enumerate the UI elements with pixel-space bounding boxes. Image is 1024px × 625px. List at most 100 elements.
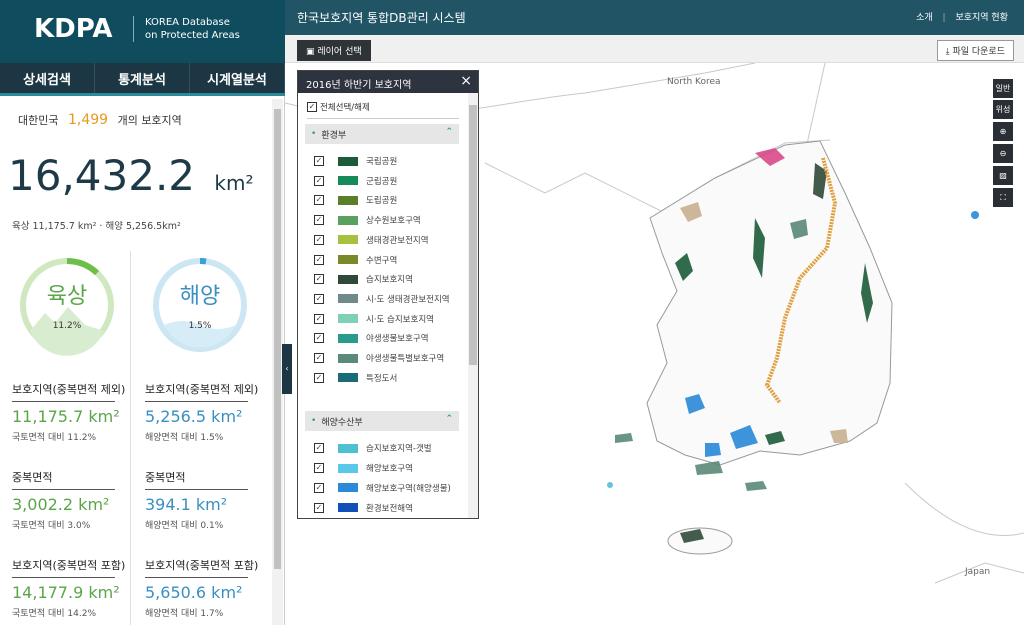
checkbox[interactable]: ✓ <box>314 175 324 186</box>
checkbox[interactable]: ✓ <box>314 195 324 206</box>
button-label: 레이어 선택 <box>317 47 362 57</box>
count-suffix: 개의 보호지역 <box>117 114 182 127</box>
map-type-button[interactable]: 위성 <box>993 100 1013 119</box>
nav-link[interactable]: 소개 <box>916 13 933 23</box>
zoom-out[interactable]: ⊖ <box>993 144 1013 163</box>
checkbox[interactable]: ✓ <box>314 482 324 493</box>
checkbox[interactable]: ✓ <box>314 443 324 454</box>
layer-item[interactable]: ✓ 시·도 습지보호지역 <box>314 313 434 325</box>
checkbox[interactable]: ✓ <box>314 313 324 324</box>
checkbox[interactable]: ✓ <box>314 353 324 363</box>
stat-note: 국토면적 대비 14.2% <box>12 609 96 619</box>
checkbox[interactable]: ✓ <box>314 234 324 245</box>
checkbox[interactable]: ✓ <box>314 333 324 344</box>
tab[interactable]: 상세검색 <box>0 63 95 93</box>
checkbox[interactable]: ✓ <box>314 372 324 383</box>
layer-item[interactable]: ✓ 해양보호구역(해양생물) <box>314 482 451 494</box>
checkbox[interactable]: ✓ <box>314 215 324 226</box>
layer-item[interactable]: ✓ 해양보호구역 <box>314 462 413 474</box>
download-button[interactable]: ⤓ 파일 다운로드 <box>936 40 1014 61</box>
stat-value: 11,175.7 km² <box>12 407 120 426</box>
layer-label: 생태경관보전지역 <box>366 235 429 246</box>
legend-swatch <box>338 176 358 186</box>
legend-swatch <box>338 503 358 512</box>
layer-item[interactable]: ✓ 환경보전해역 <box>314 502 413 514</box>
group-header[interactable]: • 해양수산부 ⌃ <box>305 411 459 432</box>
unit: km² <box>214 171 254 195</box>
toolbar: ▣ 레이어 선택 ⤓ 파일 다운로드 <box>285 35 1024 63</box>
group-name: 해양수산부 <box>321 417 363 428</box>
layer-label: 야생생물특별보호구역 <box>366 354 445 364</box>
gauge-label: 육상 <box>47 284 87 309</box>
stat-title: 보호지역(중복면적 제외) <box>145 381 258 402</box>
layer-label: 국립공원 <box>366 157 398 167</box>
fullscreen-button[interactable]: ⛶ <box>993 188 1013 207</box>
panel-header: 2016년 하반기 보호지역 × <box>298 71 478 93</box>
layer-item[interactable]: ✓ 도립공원 <box>314 194 397 206</box>
stat-block: 보호지역(중복면적 포함) 14,177.9 km² 국토면적 대비 14.2% <box>12 557 125 619</box>
summary-panel: 대한민국 1,499 개의 보호지역 16,432.2 km² 육상 11,17… <box>0 99 272 625</box>
unit: km² <box>195 495 228 514</box>
legend-swatch <box>338 373 358 383</box>
checkbox[interactable]: ✓ <box>314 502 324 513</box>
legend-swatch <box>338 255 358 264</box>
sidebar-toggle[interactable]: ‹ <box>282 344 292 394</box>
stat-note: 해양면적 대비 1.5% <box>145 433 224 443</box>
layer-label: 해양보호구역 <box>366 464 413 475</box>
stat-block: 보호지역(중복면적 제외) 11,175.7 km² 국토면적 대비 11.2% <box>12 381 125 443</box>
checkbox[interactable]: ✓ <box>314 293 324 304</box>
checkbox[interactable]: ✓ <box>314 254 324 265</box>
stat-title: 중복면적 <box>145 469 248 490</box>
value: 5,256.5 <box>145 407 207 426</box>
unit: km² <box>211 583 243 602</box>
layer-item[interactable]: ✓ 국립공원 <box>314 155 397 167</box>
layer-item[interactable]: ✓ 군립공원 <box>314 175 397 187</box>
image-button[interactable]: ▨ <box>993 166 1013 185</box>
layer-button[interactable]: ▣ 레이어 선택 <box>297 40 371 61</box>
layer-item[interactable]: ✓ 시·도 생태경관보전지역 <box>314 293 450 305</box>
stat-title: 보호지역(중복면적 포함) <box>12 557 125 578</box>
layer-panel: 2016년 하반기 보호지역 × ✓ 전체선택/해제 • 환경부 ⌃ ✓ 국립공원 ✓ 군립공원… <box>297 70 479 519</box>
total-area: 16,432.2 <box>8 151 196 200</box>
layer-item[interactable]: ✓ 습지보호지역-갯벌 <box>314 442 432 454</box>
zoom-in[interactable]: ⊕ <box>993 122 1013 141</box>
value: 5,650.6 <box>145 583 207 602</box>
map[interactable]: North Korea Japan <box>285 63 1024 625</box>
checkbox[interactable]: ✓ <box>314 274 324 285</box>
stat-title: 보호지역(중복면적 포함) <box>145 557 258 578</box>
panel-title: 2016년 하반기 보호지역 <box>306 80 412 91</box>
stat-value: 5,256.5 km² <box>145 407 248 426</box>
map-label: North Korea <box>667 77 721 87</box>
stat-block: 보호지역(중복면적 포함) 5,650.6 km² 해양면적 대비 1.7% <box>145 557 258 619</box>
map-type-button[interactable]: 일반 <box>993 79 1013 98</box>
tab[interactable]: 시계열분석 <box>190 63 285 93</box>
group-name: 환경부 <box>321 130 347 141</box>
unit: km² <box>88 407 120 426</box>
tab[interactable]: 통계분석 <box>95 63 190 93</box>
area-count: 1,499 <box>67 112 109 128</box>
close-button[interactable]: × <box>460 73 472 89</box>
layer-item[interactable]: ✓ 특정도서 <box>314 372 397 384</box>
nav-link[interactable]: 보호지역 현황 <box>955 13 1008 23</box>
layer-item[interactable]: ✓ 야생생물보호구역 <box>314 332 429 344</box>
unit: km² <box>211 407 243 426</box>
layer-item[interactable]: ✓ 생태경관보전지역 <box>314 234 429 246</box>
stat-value: 5,650.6 km² <box>145 583 248 602</box>
country: 대한민국 <box>18 114 59 127</box>
layer-item[interactable]: ✓ 습지보호지역 <box>314 273 413 285</box>
group-header[interactable]: • 환경부 ⌃ <box>305 124 459 144</box>
stat-block: 중복면적 3,002.2 km² 국토면적 대비 3.0% <box>12 469 115 531</box>
layer-item[interactable]: ✓ 수변구역 <box>314 254 397 266</box>
value: 11,175.7 <box>12 407 84 426</box>
logo[interactable]: KDPA <box>34 14 113 44</box>
checkbox[interactable]: ✓ <box>314 463 324 474</box>
stat-note: 해양면적 대비 1.7% <box>145 609 224 619</box>
layer-item[interactable]: ✓ 야생생물특별보호구역 <box>314 352 444 364</box>
checkbox[interactable]: ✓ <box>314 156 324 166</box>
layer-item[interactable]: ✓ 상수원보호구역 <box>314 214 421 226</box>
gauge-label: 해양 <box>180 284 220 309</box>
stat-title: 보호지역(중복면적 제외) <box>12 381 125 402</box>
layer-label: 야생생물보호구역 <box>366 334 429 345</box>
select-all[interactable]: ✓ 전체선택/해제 <box>307 101 459 119</box>
